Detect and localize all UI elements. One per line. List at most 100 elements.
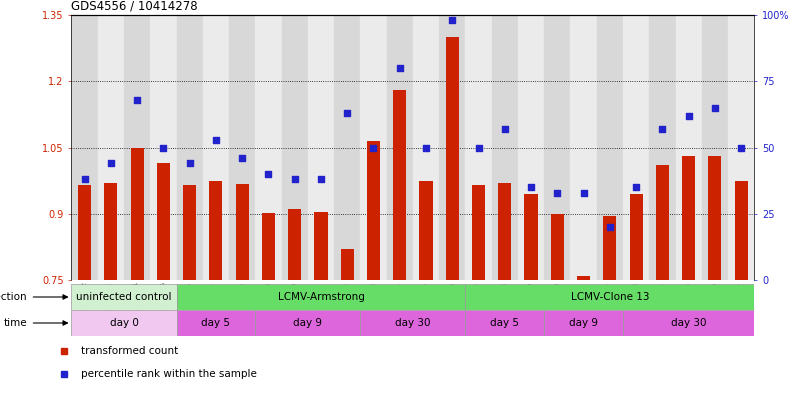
Bar <box>334 15 360 280</box>
Bar <box>491 15 518 280</box>
Point <box>157 144 170 151</box>
Bar <box>104 183 118 280</box>
Bar <box>439 15 465 280</box>
Bar <box>676 15 702 280</box>
Bar <box>419 181 433 280</box>
Bar <box>623 310 754 336</box>
Bar <box>708 156 722 280</box>
Point <box>577 189 590 196</box>
Bar <box>236 184 249 280</box>
Bar <box>630 194 642 280</box>
Text: infection: infection <box>0 292 27 302</box>
Point <box>341 110 353 116</box>
Bar <box>130 149 144 280</box>
Bar <box>525 194 538 280</box>
Bar <box>413 15 439 280</box>
Bar <box>499 183 511 280</box>
Point <box>393 65 406 71</box>
Bar <box>229 15 256 280</box>
Point <box>551 189 564 196</box>
Point <box>708 105 721 111</box>
Point <box>314 176 327 182</box>
Bar <box>649 15 676 280</box>
Bar <box>518 15 544 280</box>
Text: LCMV-Armstrong: LCMV-Armstrong <box>278 292 364 302</box>
Bar <box>570 15 597 280</box>
Point <box>682 112 695 119</box>
Bar <box>360 310 465 336</box>
Text: percentile rank within the sample: percentile rank within the sample <box>81 369 257 379</box>
Bar <box>656 165 669 280</box>
Bar <box>78 185 91 280</box>
Bar <box>445 37 459 280</box>
Bar <box>544 15 570 280</box>
Text: uninfected control: uninfected control <box>76 292 172 302</box>
Bar <box>176 310 256 336</box>
Bar <box>544 310 623 336</box>
Bar <box>176 284 465 310</box>
Text: day 5: day 5 <box>202 318 230 328</box>
Bar <box>314 211 327 280</box>
Bar <box>150 15 176 280</box>
Bar <box>341 249 354 280</box>
Point <box>499 126 511 132</box>
Bar <box>360 15 387 280</box>
Point <box>472 144 485 151</box>
Point <box>367 144 380 151</box>
Bar <box>124 15 150 280</box>
Point <box>236 155 249 161</box>
Bar <box>597 15 623 280</box>
Point <box>262 171 275 177</box>
Bar <box>734 181 748 280</box>
Bar <box>367 141 380 280</box>
Point <box>79 176 91 182</box>
Bar <box>256 15 282 280</box>
Point <box>105 160 118 167</box>
Point <box>446 17 459 24</box>
Bar <box>176 15 202 280</box>
Point <box>420 144 433 151</box>
Point <box>603 224 616 230</box>
Bar <box>728 15 754 280</box>
Text: day 30: day 30 <box>395 318 430 328</box>
Bar <box>288 209 301 280</box>
Bar <box>156 163 170 280</box>
Bar <box>202 15 229 280</box>
Bar <box>210 181 222 280</box>
Bar <box>71 15 98 280</box>
Bar <box>262 213 275 280</box>
Bar <box>465 15 491 280</box>
Bar <box>282 15 308 280</box>
Point <box>656 126 669 132</box>
Point <box>525 184 538 190</box>
Point <box>734 144 747 151</box>
Text: LCMV-Clone 13: LCMV-Clone 13 <box>571 292 649 302</box>
Bar <box>465 284 754 310</box>
Point <box>288 176 301 182</box>
Point <box>183 160 196 167</box>
Bar <box>702 15 728 280</box>
Bar <box>387 15 413 280</box>
Text: GDS4556 / 10414278: GDS4556 / 10414278 <box>71 0 198 13</box>
Bar <box>603 216 616 280</box>
Bar <box>465 310 544 336</box>
Point <box>210 136 222 143</box>
Text: day 9: day 9 <box>293 318 322 328</box>
Bar <box>71 310 176 336</box>
Text: transformed count: transformed count <box>81 346 178 356</box>
Bar <box>308 15 334 280</box>
Bar <box>577 275 590 280</box>
Text: day 0: day 0 <box>110 318 138 328</box>
Text: day 9: day 9 <box>569 318 598 328</box>
Bar <box>98 15 124 280</box>
Bar <box>623 15 649 280</box>
Bar <box>393 90 407 280</box>
Text: day 5: day 5 <box>491 318 519 328</box>
Bar <box>256 310 360 336</box>
Bar <box>183 185 196 280</box>
Bar <box>551 214 564 280</box>
Point <box>630 184 642 190</box>
Bar <box>71 284 176 310</box>
Point <box>131 97 144 103</box>
Bar <box>682 156 696 280</box>
